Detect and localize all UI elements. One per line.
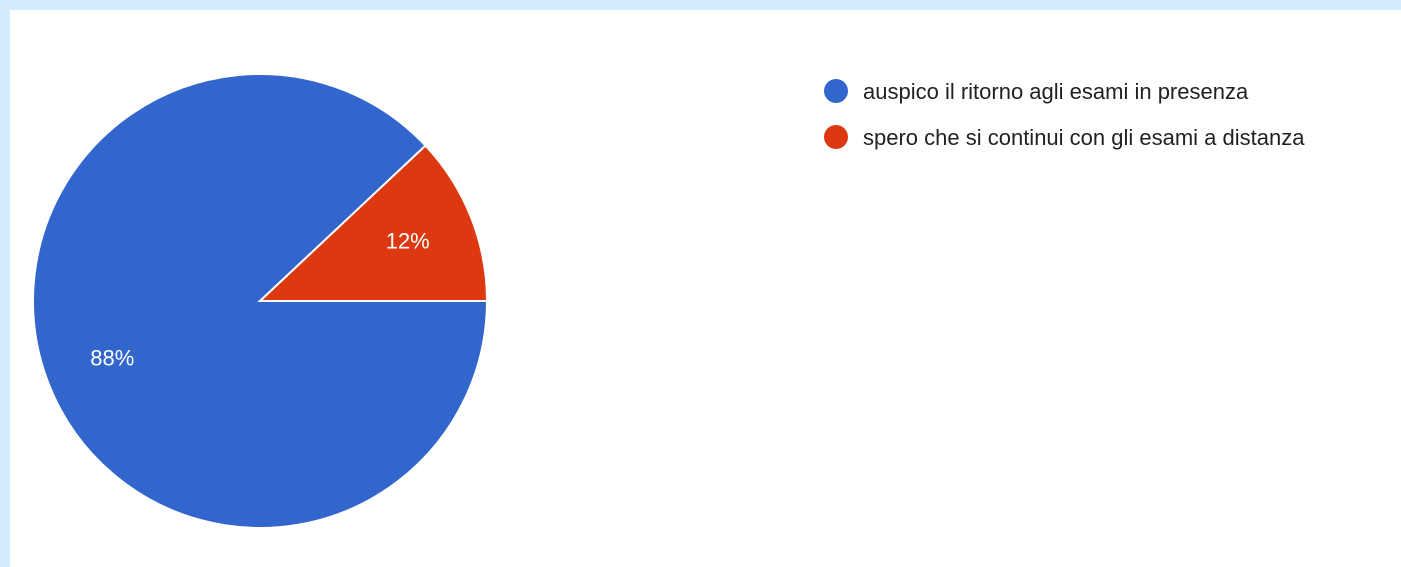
legend-swatch: [824, 125, 848, 149]
legend-swatch: [824, 79, 848, 103]
slice-label: 88%: [90, 345, 134, 370]
legend: auspico il ritorno agli esami in presenz…: [824, 71, 1401, 163]
legend-label: spero che si continui con gli esami a di…: [863, 125, 1305, 150]
slice-label: 12%: [386, 228, 430, 253]
legend-entry: spero che si continui con gli esami a di…: [824, 117, 1401, 159]
legend-label: auspico il ritorno agli esami in presenz…: [863, 79, 1249, 104]
pie-slice: [257, 144, 489, 302]
legend-entry: auspico il ritorno agli esami in presenz…: [824, 71, 1401, 113]
